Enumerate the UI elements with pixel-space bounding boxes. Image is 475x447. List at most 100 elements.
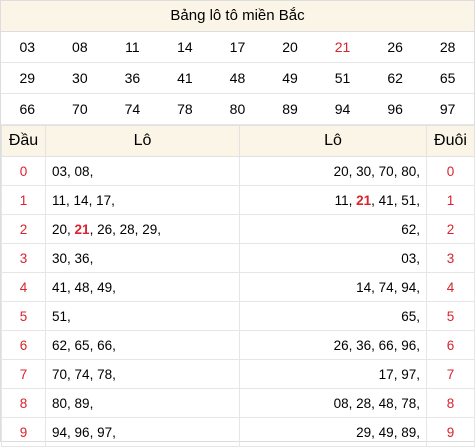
lo-number: 36 [74,250,90,266]
lo-number: 97 [401,366,417,382]
lo-right-cell: 62, [239,214,427,244]
lo-number: 28 [356,395,372,411]
number-cell: 21 [316,32,369,63]
lo-number: 48 [74,279,90,295]
number-cell: 20 [263,32,317,63]
number-cell: 26 [368,32,422,63]
lo-number: 48 [378,395,394,411]
lo-number: 94 [52,424,68,440]
lo-left-cell: 03, 08, [45,156,240,186]
dau-cell: 1 [1,185,46,215]
table-header: Đầu Lô Lô Đuôi [1,125,475,157]
lo-number: 26 [333,337,349,353]
number-cell: 97 [421,93,474,125]
number-cell: 62 [368,62,422,94]
number-cell: 96 [368,93,422,125]
lo-number: 96 [74,424,90,440]
lo-number: 49 [378,424,394,440]
lo-number: 21 [356,192,372,208]
lo-left-cell: 41, 48, 49, [45,272,240,302]
number-cell: 66 [1,93,54,125]
lo-number: 70 [378,163,394,179]
duoi-cell: 7 [426,359,475,389]
number-cell: 74 [106,93,159,125]
dau-cell: 3 [1,243,46,273]
duoi-cell: 6 [426,330,475,360]
lo-number: 29 [142,221,158,237]
number-cell: 36 [106,62,159,94]
table-row: 1 11, 14, 17, 11, 21, 41, 51, 1 [1,185,475,215]
number-cell: 14 [158,32,212,63]
number-cell: 03 [1,32,54,63]
lo-left-cell: 70, 74, 78, [45,359,240,389]
lo-left-cell: 62, 65, 66, [45,330,240,360]
header-dau: Đầu [1,125,46,157]
number-cell: 29 [1,62,54,94]
table-row: 9 94, 96, 97, 29, 49, 89, 9 [1,417,475,447]
lo-number: 26 [97,221,113,237]
panel-title: Bảng lô tô miền Bắc [1,1,474,32]
table-row: 7 70, 74, 78, 17, 97, 7 [1,359,475,389]
lo-right-cell: 65, [239,301,427,331]
dau-duoi-table: Đầu Lô Lô Đuôi 0 03, 08, 20, 30, 70, 80, 0 1… [1,125,475,447]
lo-number: 78 [97,366,113,382]
duoi-cell: 4 [426,272,475,302]
lo-number: 17 [378,366,394,382]
lo-right-cell: 20, 30, 70, 80, [239,156,427,186]
lo-number: 14 [73,192,89,208]
lo-left-cell: 11, 14, 17, [45,185,240,215]
lo-number: 08 [74,163,90,179]
lo-number: 30 [356,163,372,179]
number-grid: 03 08 11 14 17 20 21 26 28 29 30 36 41 48 49 51 62 65 66 70… [1,32,474,125]
number-cell: 11 [106,32,159,63]
lo-number: 29 [356,424,372,440]
dau-cell: 6 [1,330,46,360]
lo-right-cell: 11, 21, 41, 51, [239,185,427,215]
lo-number: 78 [401,395,417,411]
table-row: 4 41, 48, 49, 14, 74, 94, 4 [1,272,475,302]
lo-left-cell: 20, 21, 26, 28, 29, [45,214,240,244]
duoi-cell: 0 [426,156,475,186]
duoi-cell: 8 [426,388,475,418]
lo-number: 94 [401,279,417,295]
lo-right-cell: 17, 97, [239,359,427,389]
lo-number: 03 [401,250,417,266]
dau-cell: 0 [1,156,46,186]
lo-number: 03 [52,163,68,179]
lo-number: 80 [401,163,417,179]
lo-right-cell: 29, 49, 89, [239,417,427,447]
header-lo-right: Lô [239,125,427,157]
dau-cell: 2 [1,214,46,244]
dau-cell: 9 [1,417,46,447]
lo-number: 08 [333,395,349,411]
lo-number: 74 [378,279,394,295]
lo-left-cell: 94, 96, 97, [45,417,240,447]
lo-number: 21 [74,221,90,237]
lo-number: 36 [356,337,372,353]
duoi-cell: 2 [426,214,475,244]
table-row: 6 62, 65, 66, 26, 36, 66, 96, 6 [1,330,475,360]
number-cell: 28 [421,32,474,63]
lo-number: 11 [334,192,349,208]
duoi-cell: 9 [426,417,475,447]
lo-left-cell: 51, [45,301,240,331]
table-row: 2 20, 21, 26, 28, 29, 62, 2 [1,214,475,244]
header-duoi: Đuôi [426,125,475,157]
lo-number: 66 [378,337,394,353]
lo-number: 14 [356,279,372,295]
lo-number: 66 [97,337,113,353]
lo-number: 97 [97,424,113,440]
number-cell: 08 [53,32,107,63]
lo-number: 74 [74,366,90,382]
lo-number: 70 [52,366,68,382]
duoi-cell: 1 [426,185,475,215]
number-cell: 51 [316,62,369,94]
lo-right-cell: 14, 74, 94, [239,272,427,302]
lo-number: 65 [74,337,90,353]
lo-number: 17 [96,192,112,208]
number-cell: 30 [53,62,107,94]
lo-number: 30 [52,250,68,266]
lo-number: 49 [97,279,113,295]
table-row: 8 80, 89, 08, 28, 48, 78, 8 [1,388,475,418]
number-cell: 80 [211,93,264,125]
